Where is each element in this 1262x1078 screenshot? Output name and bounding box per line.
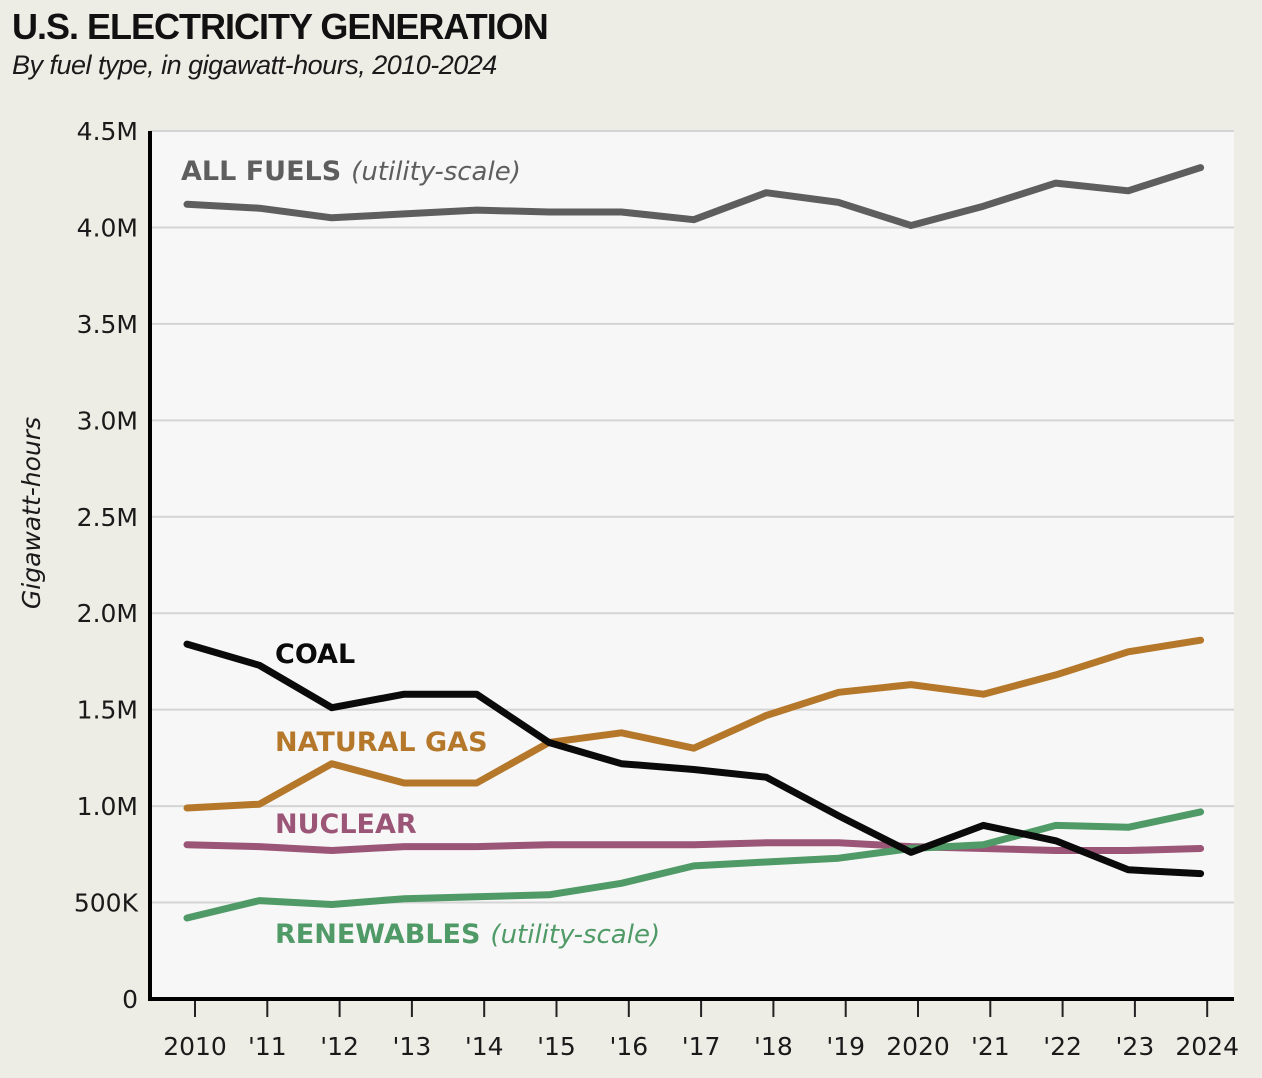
x-tick-label: '13 [393,1032,432,1061]
series-line-all-fuels [183,164,1205,229]
x-tick-label: '14 [465,1032,504,1061]
y-tick-label: 1.0M [77,792,138,821]
x-tick-label: '16 [609,1032,648,1061]
y-tick-label: 4.5M [77,117,138,146]
y-tick-label: 3.5M [77,310,138,339]
y-axis-ticks: 0 500K 1.0M 1.5M 2.0M 2.5M 3.0M 3.5M 4.0M 4.5M [74,117,139,1014]
y-tick-label: 0 [122,985,138,1014]
series-line-coal [183,640,1205,878]
series-labels: ALL FUELS (utility-scale) COAL NATURAL GAS N… [181,156,660,950]
plot-background [150,131,1234,999]
series-line-natural-gas [183,636,1205,812]
x-tick-label: '12 [320,1032,359,1061]
x-tick-label: '23 [1116,1032,1155,1061]
x-axis-ticks: 2010 '11 '12 '13 '14 '15 '16 '17 '18 '19 2020 '21 '2… [163,999,1239,1061]
y-tick-label: 500K [74,889,139,918]
x-tick-label: 2024 [1175,1032,1239,1061]
y-tick-label: 1.5M [77,696,138,725]
series-label-all-fuels: ALL FUELS (utility-scale) [181,156,521,187]
series-lines [183,164,1205,922]
series-label-nuclear: NUCLEAR [275,809,417,840]
x-tick-label: '18 [754,1032,793,1061]
y-tick-label: 2.0M [77,599,138,628]
series-label-coal: COAL [275,639,355,670]
series-label-natural-gas: NATURAL GAS [275,727,488,758]
series-label-renewables: RENEWABLES (utility-scale) [275,919,660,950]
y-tick-label: 2.5M [77,503,138,532]
x-tick-label: 2010 [163,1032,227,1061]
y-tick-label: 4.0M [77,213,138,242]
x-tick-label: '19 [826,1032,865,1061]
y-axis-label: Gigawatt-hours [17,417,46,609]
chart-subtitle: By fuel type, in gigawatt-hours, 2010-20… [12,50,497,80]
x-tick-label: '22 [1043,1032,1082,1061]
x-tick-label: '11 [248,1032,287,1061]
series-line-renewables [183,808,1205,922]
x-tick-label: '21 [971,1032,1010,1061]
chart-title: U.S. ELECTRICITY GENERATION [12,6,549,47]
x-tick-label: '15 [537,1032,576,1061]
x-tick-label: '17 [682,1032,721,1061]
series-line-nuclear [183,839,1205,854]
y-tick-label: 3.0M [77,406,138,435]
x-tick-label: 2020 [886,1032,950,1061]
